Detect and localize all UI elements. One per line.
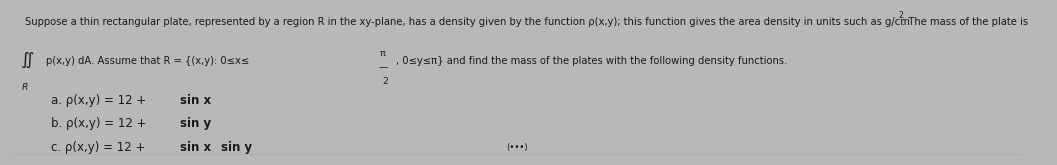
Text: Suppose a thin rectangular plate, represented by a region R in the xy-plane, has: Suppose a thin rectangular plate, repres… bbox=[24, 17, 910, 27]
Text: a. ρ(x,y) = 12 +: a. ρ(x,y) = 12 + bbox=[51, 94, 150, 107]
Text: —: — bbox=[378, 64, 387, 73]
Text: 2: 2 bbox=[383, 77, 388, 86]
Text: R: R bbox=[22, 82, 29, 92]
Text: (•••): (•••) bbox=[506, 143, 528, 152]
Text: b. ρ(x,y) = 12 +: b. ρ(x,y) = 12 + bbox=[51, 117, 150, 130]
Text: sin y: sin y bbox=[221, 141, 252, 154]
Text: , 0≤y≤π} and find the mass of the plates with the following density functions.: , 0≤y≤π} and find the mass of the plates… bbox=[396, 56, 787, 66]
Text: sin y: sin y bbox=[181, 117, 211, 130]
Text: c. ρ(x,y) = 12 +: c. ρ(x,y) = 12 + bbox=[51, 141, 149, 154]
Text: . The mass of the plate is: . The mass of the plate is bbox=[902, 17, 1028, 27]
Text: π: π bbox=[381, 49, 386, 58]
Text: sin x: sin x bbox=[181, 141, 211, 154]
Text: p(x,y) dA. Assume that R = {(x,y): 0≤x≤: p(x,y) dA. Assume that R = {(x,y): 0≤x≤ bbox=[47, 56, 249, 66]
Text: ∬: ∬ bbox=[21, 50, 34, 68]
Text: 2: 2 bbox=[898, 11, 903, 20]
Text: sin x: sin x bbox=[181, 94, 211, 107]
